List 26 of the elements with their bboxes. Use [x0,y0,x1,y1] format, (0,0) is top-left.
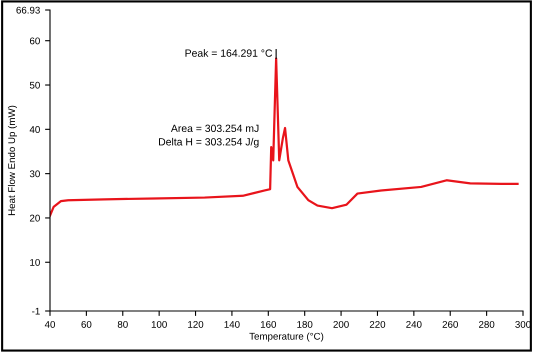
y-tick-label: -1 [32,308,40,315]
line-series [50,57,519,217]
x-tick-label: 60 [81,320,92,328]
x-tick-label: 260 [442,320,458,328]
y-tick-label: 66.93 [16,6,40,14]
y-tick-label: 40 [30,126,40,133]
x-tick-label: 220 [370,320,386,328]
x-tick-label: 160 [260,320,276,328]
y-tick-label: 30 [30,170,40,178]
annotation: Peak = 164.291 °C [186,49,272,57]
x-tick-label: 80 [118,320,128,328]
y-tick-label: 10 [30,258,40,266]
x-axis-title: Temperature (°C) [249,332,324,342]
x-tick-label: 200 [333,320,349,328]
x-tick-label: 120 [188,320,204,328]
x-tick-label: 240 [406,320,422,328]
annotation: Area = 303.254 mJ Delta H = 303.254 J/g [159,124,259,148]
x-tick-label: 280 [478,320,494,328]
y-axis-title: Heat Flow Endo Up (mW) [8,106,17,216]
y-tick-label: 20 [30,214,40,222]
y-tick-label: 60 [30,37,40,44]
x-tick-label: 180 [297,320,312,328]
x-tick-label: 40 [44,320,56,328]
x-tick-label: 140 [224,320,240,328]
x-tick-label: 100 [152,320,167,328]
y-tick-label: 50 [30,82,40,89]
